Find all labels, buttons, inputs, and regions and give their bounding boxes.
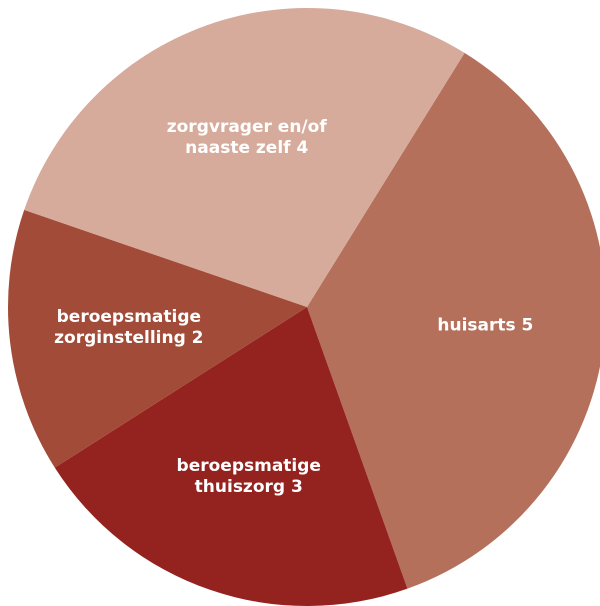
pie-slice (24, 8, 465, 308)
value-label: 4 (296, 138, 309, 159)
pie-slice (7, 209, 307, 468)
category-label: beroepsmatige thuiszorg (176, 455, 321, 497)
pie-slice (54, 307, 408, 606)
pie-slice (307, 52, 600, 589)
category-label: huisarts (437, 315, 516, 336)
value-label: 3 (290, 476, 303, 497)
value-label: 2 (191, 328, 204, 349)
slice-label: zorgvrager en/of naaste zelf 4 (147, 117, 347, 159)
slice-label: beroepsmatige thuiszorg 3 (149, 456, 349, 498)
slice-label: beroepsmatige zorginstelling 2 (29, 307, 229, 349)
slice-label: huisarts 5 (385, 316, 585, 337)
value-label: 5 (521, 315, 534, 336)
category-label: beroepsmatige zorginstelling (54, 307, 202, 349)
category-label: zorgvrager en/of naaste zelf (166, 117, 327, 159)
